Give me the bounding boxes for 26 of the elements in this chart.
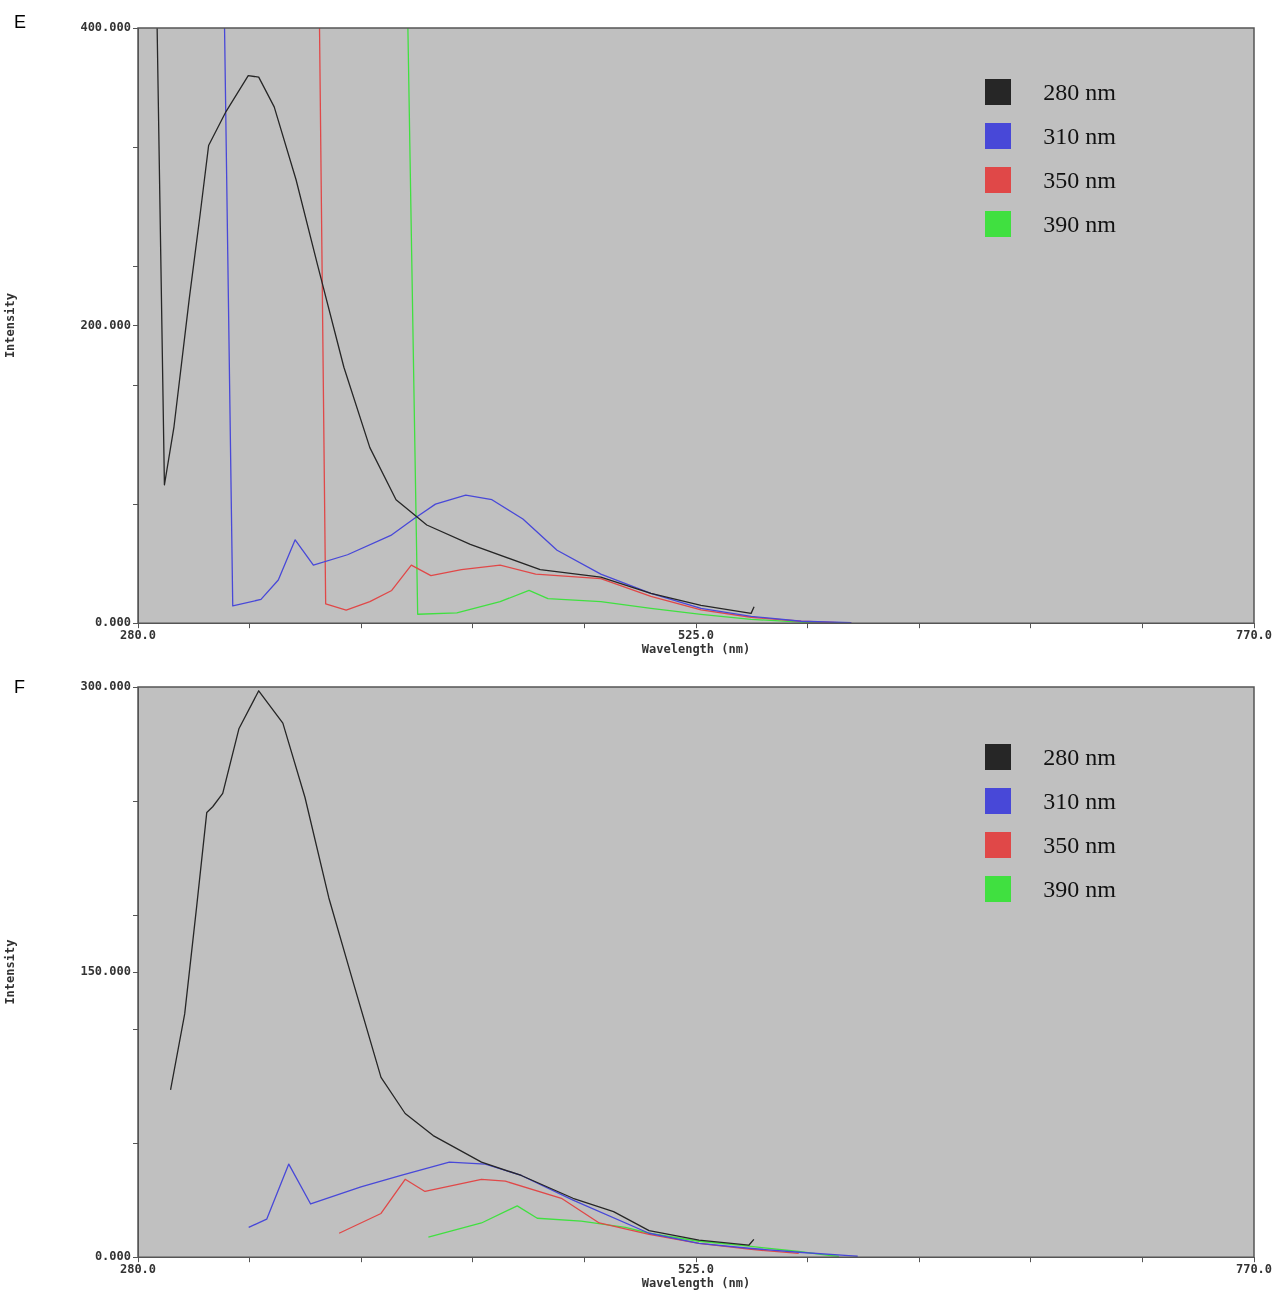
y-axis-title: Intensity (3, 293, 18, 359)
y-tick-label: 400.000 (80, 20, 131, 35)
legend-label: 390 nm (1043, 210, 1116, 238)
legend-label: 390 nm (1043, 875, 1116, 903)
x-tick-label: 770.0 (1235, 627, 1273, 642)
y-tick-label: 0.000 (94, 1249, 131, 1264)
legend-label: 350 nm (1043, 166, 1116, 194)
x-tick-label: 280.0 (119, 1261, 157, 1276)
legend-label: 310 nm (1043, 122, 1116, 150)
y-tick-label: 300.000 (80, 679, 131, 694)
x-tick-label: 525.0 (677, 1261, 715, 1276)
chart-title: F (14, 676, 25, 697)
x-tick-label: 525.0 (677, 627, 715, 642)
y-tick-label: 150.000 (80, 964, 131, 979)
x-axis-title: Wavelength (nm) (641, 1275, 751, 1290)
x-axis-title: Wavelength (nm) (641, 641, 751, 656)
x-tick-label: 280.0 (119, 627, 157, 642)
chart-title: E (14, 11, 27, 32)
x-tick-label: 770.0 (1235, 1261, 1273, 1276)
legend-label: 280 nm (1043, 743, 1116, 771)
y-tick-label: 200.000 (80, 317, 131, 332)
legend-label: 280 nm (1043, 78, 1116, 106)
legend-label: 310 nm (1043, 787, 1116, 815)
y-tick-label: 0.000 (94, 615, 131, 630)
y-axis-title: Intensity (3, 939, 18, 1005)
legend-label: 350 nm (1043, 831, 1116, 859)
